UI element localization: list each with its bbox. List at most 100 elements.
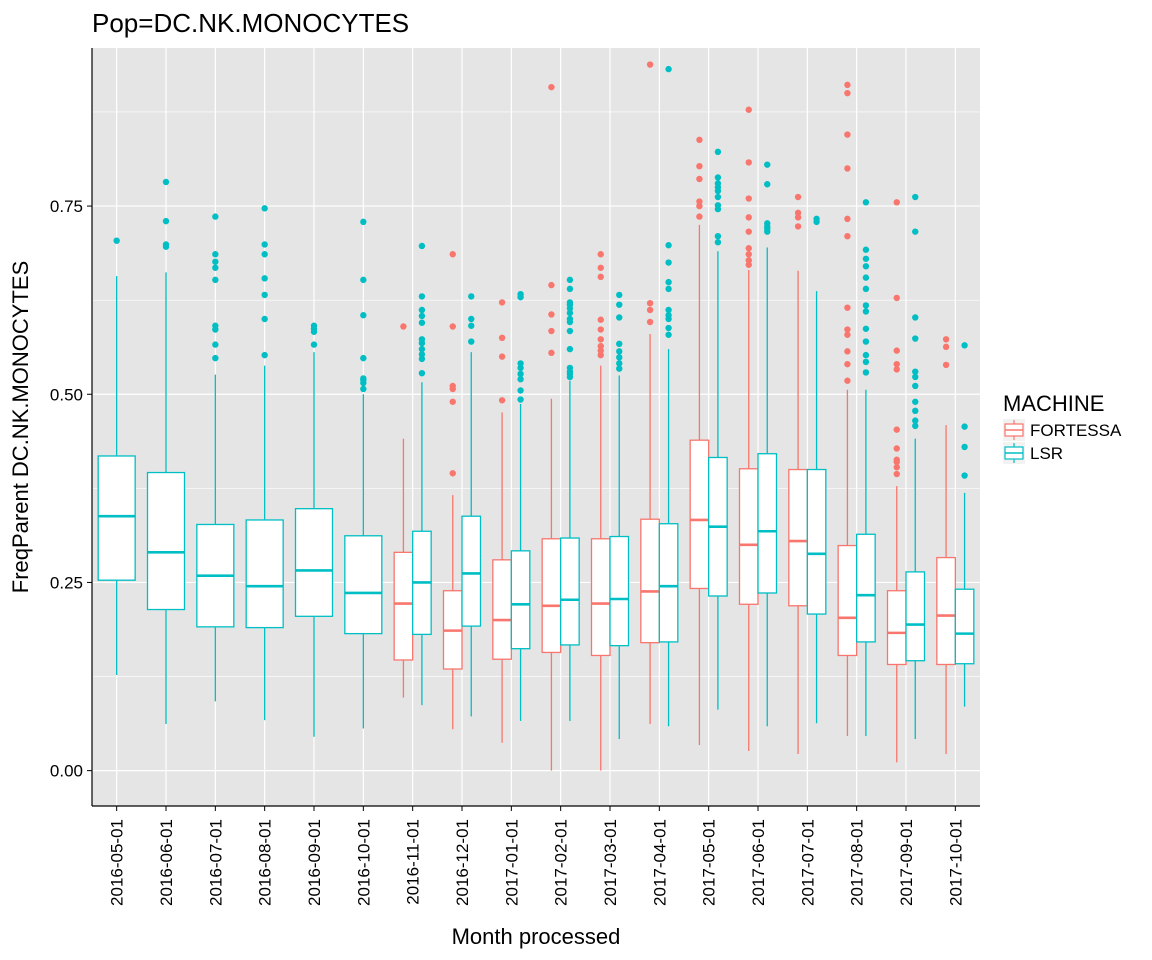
outlier-point — [597, 336, 604, 343]
plot-panel — [92, 48, 980, 806]
outlier-point — [862, 308, 870, 315]
box-lsr-2017-10-01 — [954, 342, 975, 707]
outlier-point — [646, 306, 654, 314]
outlier-point — [844, 377, 851, 384]
outlier-point — [745, 245, 752, 252]
outlier-point — [212, 213, 219, 220]
outlier-point — [862, 358, 870, 366]
outlier-point — [745, 214, 752, 221]
box-fortessa-2017-07-01 — [788, 193, 808, 755]
box-iqr — [837, 544, 858, 657]
outlier-point — [912, 417, 919, 424]
outlier-point — [696, 175, 703, 183]
outlier-point — [844, 360, 851, 368]
x-tick-label: 2016-08-01 — [256, 819, 275, 906]
outlier-point — [418, 242, 426, 250]
outlier-point — [162, 178, 170, 186]
outlier-point — [616, 360, 623, 367]
y-tick-label: 0.75 — [50, 197, 83, 216]
outlier-point — [498, 334, 506, 342]
outlier-point — [794, 193, 802, 201]
box-series — [97, 61, 975, 771]
outlier-point — [548, 327, 555, 335]
x-tick-label: 2017-07-01 — [798, 819, 817, 906]
box-lsr-2017-08-01 — [856, 199, 876, 736]
outlier-point — [212, 251, 219, 258]
outlier-point — [261, 205, 268, 212]
legend-label: LSR — [1030, 444, 1063, 463]
outlier-point — [616, 314, 623, 321]
outlier-point — [961, 423, 968, 430]
outlier-point — [862, 246, 870, 253]
outlier-point — [714, 180, 722, 187]
outlier-point — [360, 385, 367, 393]
outlier-point — [961, 342, 968, 349]
outlier-point — [212, 264, 219, 271]
outlier-point — [745, 251, 752, 258]
box-iqr — [788, 468, 808, 607]
outlier-point — [418, 293, 426, 300]
outlier-point — [517, 387, 524, 394]
outlier-point — [646, 61, 654, 68]
outlier-point — [862, 351, 870, 359]
x-tick-label: 2016-05-01 — [108, 819, 127, 906]
box-lsr-2017-05-01 — [708, 148, 728, 710]
x-tick-label: 2016-10-01 — [354, 819, 373, 906]
outlier-point — [566, 364, 574, 372]
outlier-point — [696, 136, 703, 144]
box-fortessa-2017-04-01 — [640, 61, 660, 724]
outlier-point — [844, 165, 851, 172]
x-tick-label: 2016-07-01 — [206, 819, 225, 906]
x-tick-label: 2016-09-01 — [305, 819, 324, 906]
x-tick-label: 2017-08-01 — [848, 819, 867, 906]
outlier-point — [745, 257, 752, 264]
outlier-point — [893, 464, 900, 471]
outlier-point — [449, 470, 456, 477]
box-lsr-2016-06-01 — [146, 178, 186, 724]
box-iqr — [393, 551, 414, 661]
outlier-point — [418, 312, 426, 320]
outlier-point — [961, 472, 968, 479]
outlier-point — [498, 353, 506, 360]
outlier-point — [862, 369, 870, 376]
box-iqr — [640, 518, 660, 644]
outlier-point — [646, 299, 654, 307]
outlier-point — [942, 361, 950, 369]
outlier-point — [696, 162, 703, 170]
x-tick-label: 2016-11-01 — [404, 819, 423, 905]
outlier-point — [665, 285, 672, 293]
box-iqr — [492, 559, 512, 660]
outlier-point — [360, 375, 367, 382]
box-lsr-2016-07-01 — [196, 213, 235, 702]
box-iqr — [738, 468, 759, 605]
outlier-point — [517, 396, 524, 403]
outlier-point — [261, 291, 268, 299]
outlier-point — [714, 174, 722, 181]
outlier-point — [665, 65, 672, 73]
outlier-point — [566, 285, 574, 293]
outlier-point — [912, 407, 919, 415]
outlier-point — [400, 323, 407, 330]
outlier-point — [912, 228, 919, 235]
legend-title: MACHINE — [1003, 391, 1104, 416]
outlier-point — [418, 369, 426, 377]
outlier-point — [794, 209, 802, 217]
box-iqr — [245, 519, 284, 629]
box-iqr — [658, 523, 679, 643]
outlier-point — [665, 312, 672, 319]
box-iqr — [905, 571, 926, 662]
outlier-point — [261, 241, 268, 248]
outlier-point — [566, 309, 574, 317]
outlier-point — [360, 354, 367, 362]
legend-item-lsr: LSR — [1003, 442, 1063, 464]
box-iqr — [856, 533, 876, 643]
y-tick-label: 0.25 — [50, 573, 83, 592]
outlier-point — [468, 293, 475, 300]
outlier-point — [449, 251, 456, 258]
outlier-point — [862, 302, 870, 309]
outlier-point — [468, 322, 475, 329]
box-iqr — [936, 556, 956, 666]
outlier-point — [893, 360, 900, 368]
outlier-point — [745, 106, 752, 113]
outlier-point — [665, 242, 672, 249]
